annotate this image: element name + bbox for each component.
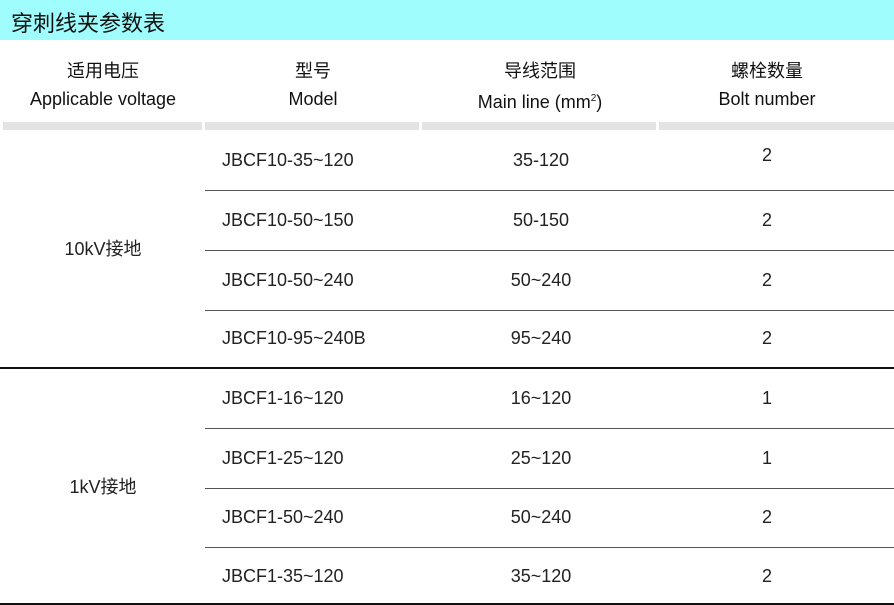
- range-cell: 95~240: [510, 328, 572, 348]
- bolts-cell: 1: [761, 448, 772, 468]
- bolts-cell: 2: [761, 145, 772, 165]
- header-divider: [205, 122, 419, 130]
- header-cn: 型号: [295, 61, 331, 81]
- range-cell: 50~240: [510, 270, 572, 290]
- model-cell: JBCF1-35~120: [222, 566, 344, 586]
- model-cell: JBCF10-35~120: [222, 150, 354, 170]
- bolts-cell: 2: [761, 210, 772, 230]
- bolts-cell: 2: [761, 270, 772, 290]
- row-divider: [205, 190, 894, 191]
- group-divider: [0, 367, 894, 369]
- header-cn: 螺栓数量: [731, 61, 803, 81]
- model-cell: JBCF10-50~240: [222, 270, 354, 290]
- header-divider: [422, 122, 656, 130]
- header-divider: [659, 122, 894, 130]
- row-divider: [205, 250, 894, 251]
- model-cell: JBCF10-95~240B: [222, 328, 366, 348]
- header-cn: 适用电压: [67, 61, 139, 81]
- header-paren: ): [596, 92, 603, 112]
- bolts-cell: 1: [761, 388, 772, 408]
- model-cell: JBCF1-50~240: [222, 507, 344, 527]
- range-cell: 16~120: [510, 388, 572, 408]
- header-voltage: 适用电压 Applicable voltage: [3, 57, 203, 113]
- header-en-text: Main line (mm: [477, 92, 591, 112]
- bolts-cell: 2: [761, 328, 772, 348]
- row-divider: [205, 488, 894, 489]
- header-main-line: 导线范围 Main line (mm2): [440, 57, 640, 116]
- header-en: Main line (mm2): [440, 85, 640, 116]
- header-bolt: 螺栓数量 Bolt number: [667, 57, 867, 113]
- row-divider: [205, 547, 894, 548]
- range-cell: 25~120: [510, 448, 572, 468]
- header-en: Applicable voltage: [29, 89, 177, 109]
- bolts-cell: 2: [761, 507, 772, 527]
- header-sup: 2: [590, 93, 597, 104]
- bolts-cell: 2: [761, 566, 772, 586]
- voltage-cell: 10kV接地: [64, 239, 142, 259]
- row-divider: [205, 310, 894, 311]
- header-en: Bolt number: [718, 89, 816, 109]
- range-cell: 35-120: [512, 150, 570, 170]
- range-cell: 50-150: [512, 210, 570, 230]
- table-title: 穿刺线夹参数表: [11, 11, 166, 36]
- range-cell: 50~240: [510, 507, 572, 527]
- title-bar: 穿刺线夹参数表: [0, 0, 894, 40]
- header-en: Model: [288, 89, 338, 109]
- header-cn: 导线范围: [504, 61, 576, 81]
- voltage-cell: 1kV接地: [69, 477, 137, 497]
- model-cell: JBCF1-25~120: [222, 448, 344, 468]
- row-divider: [205, 428, 894, 429]
- model-cell: JBCF10-50~150: [222, 210, 354, 230]
- header-divider: [3, 122, 202, 130]
- table-bottom-border: [0, 603, 894, 605]
- header-model: 型号 Model: [213, 57, 413, 113]
- range-cell: 35~120: [510, 566, 572, 586]
- model-cell: JBCF1-16~120: [222, 388, 344, 408]
